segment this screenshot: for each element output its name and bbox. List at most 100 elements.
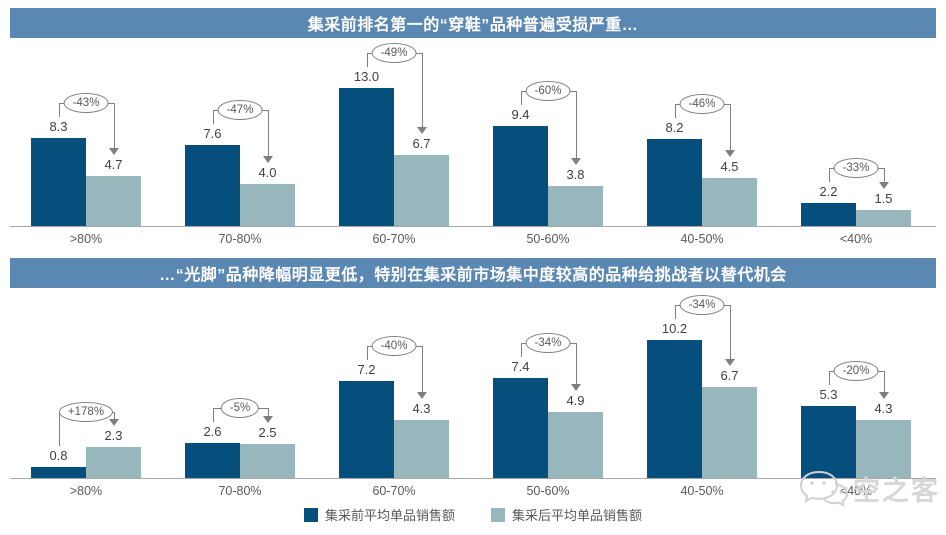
post-value-label: 2.3	[104, 428, 123, 443]
post-value-label: 3.8	[566, 167, 585, 182]
bracket-left-line	[58, 412, 60, 446]
pre-value-label: 8.2	[665, 120, 684, 135]
bracket-right-line	[421, 346, 423, 392]
bracket-left-line	[828, 168, 830, 182]
arrow-down-icon	[262, 156, 273, 163]
chart1-title-bar: 集采前排名第一的“穿鞋”品种普遍受损严重…	[10, 8, 936, 38]
category-label: >80%	[69, 484, 103, 498]
arrow-down-icon	[570, 384, 581, 391]
watermark: 空之客	[797, 468, 940, 508]
pre-value-label: 7.4	[511, 359, 530, 374]
bracket-right-line	[267, 110, 269, 156]
post-bar	[702, 387, 757, 478]
arrow-down-icon	[416, 127, 427, 134]
change-bubble: -47%	[217, 100, 263, 120]
bracket-left-line	[58, 103, 60, 117]
post-bar	[86, 176, 141, 226]
pre-value-label: 2.2	[819, 184, 838, 199]
bracket-left-line	[366, 346, 368, 360]
pre-bar	[31, 467, 86, 478]
pre-bar	[647, 340, 702, 478]
change-bubble: -40%	[371, 336, 417, 356]
chart2-plot: 0.8 2.3 >80% +178% 2.6 2.5 70-80% -5% 7.2 4.3 60-7…	[10, 288, 936, 503]
chart1-plot: 8.3 4.7 >80% -43% 7.6 4.0 70-80% -47% 13.0 6.7 60-…	[10, 38, 936, 253]
arrow-down-icon	[570, 158, 581, 165]
category-label: <40%	[839, 232, 873, 246]
arrow-down-icon	[878, 392, 889, 399]
bracket-right-line	[113, 412, 115, 419]
pre-value-label: 8.3	[49, 119, 68, 134]
legend-swatch-pre	[303, 507, 318, 522]
bracket-left-line	[212, 110, 214, 124]
legend: 集采前平均单品销售额 集采后平均单品销售额	[0, 505, 946, 524]
pre-value-label: 0.8	[49, 448, 68, 463]
bracket-right-line	[113, 103, 115, 148]
bracket-right-line	[729, 104, 731, 150]
pre-value-label: 7.6	[203, 126, 222, 141]
bracket-right-line	[575, 343, 577, 384]
change-bubble: -43%	[63, 93, 109, 113]
bracket-left-line	[674, 104, 676, 118]
post-value-label: 4.3	[412, 401, 431, 416]
bracket-left-line	[520, 343, 522, 357]
post-bar	[856, 420, 911, 478]
pre-value-label: 13.0	[353, 69, 380, 84]
legend-item-pre: 集采前平均单品销售额	[303, 505, 455, 524]
category-label: 50-60%	[526, 484, 570, 498]
bracket-left-line	[674, 305, 676, 319]
chart2-title: …“光脚”品种降幅明显更低，特别在集采前市场集中度较高的品种给挑战者以替代机会	[159, 267, 787, 284]
arrow-down-icon	[416, 392, 427, 399]
post-value-label: 4.7	[104, 157, 123, 172]
pre-bar	[339, 381, 394, 478]
pre-bar	[185, 443, 240, 478]
post-value-label: 6.7	[412, 136, 431, 151]
bracket-right-line	[575, 91, 577, 158]
pre-bar	[339, 88, 394, 226]
legend-label-pre: 集采前平均单品销售额	[324, 508, 455, 523]
arrow-down-icon	[262, 416, 273, 423]
post-bar	[394, 155, 449, 226]
post-bar	[548, 186, 603, 226]
x-axis-line	[10, 478, 936, 479]
post-bar	[86, 447, 141, 478]
post-value-label: 4.5	[720, 159, 739, 174]
bracket-left-line	[366, 53, 368, 67]
pre-value-label: 10.2	[661, 321, 688, 336]
bracket-right-line	[729, 305, 731, 359]
legend-item-post: 集采后平均单品销售额	[491, 505, 642, 524]
category-label: 70-80%	[218, 232, 262, 246]
arrow-down-icon	[724, 150, 735, 157]
category-label: 60-70%	[372, 232, 416, 246]
change-bubble: +178%	[58, 402, 114, 422]
post-bar	[394, 420, 449, 478]
post-value-label: 4.9	[566, 393, 585, 408]
bracket-right-line	[883, 371, 885, 392]
bracket-right-line	[421, 53, 423, 127]
category-label: 60-70%	[372, 484, 416, 498]
category-label: 50-60%	[526, 232, 570, 246]
bracket-right-line	[267, 408, 269, 416]
pre-bar	[801, 406, 856, 478]
change-bubble: -20%	[833, 361, 879, 381]
change-bubble: -5%	[220, 398, 260, 418]
change-bubble: -34%	[525, 333, 571, 353]
x-axis-line	[10, 226, 936, 227]
chart2-title-bar: …“光脚”品种降幅明显更低，特别在集采前市场集中度较高的品种给挑战者以替代机会	[10, 258, 936, 288]
post-value-label: 6.7	[720, 368, 739, 383]
post-value-label: 4.3	[874, 401, 893, 416]
post-bar	[856, 210, 911, 226]
change-bubble: -49%	[371, 43, 417, 63]
change-bubble: -33%	[833, 158, 879, 178]
pre-value-label: 5.3	[819, 387, 838, 402]
watermark-text: 空之客	[853, 475, 940, 506]
post-bar	[240, 184, 295, 226]
legend-label-post: 集采后平均单品销售额	[512, 508, 643, 523]
arrow-down-icon	[108, 419, 119, 426]
change-bubble: -46%	[679, 94, 725, 114]
chart1-title: 集采前排名第一的“穿鞋”品种普遍受损严重…	[307, 17, 639, 34]
post-value-label: 1.5	[874, 191, 893, 206]
arrow-down-icon	[724, 359, 735, 366]
pre-bar	[801, 203, 856, 226]
pre-bar	[31, 138, 86, 226]
